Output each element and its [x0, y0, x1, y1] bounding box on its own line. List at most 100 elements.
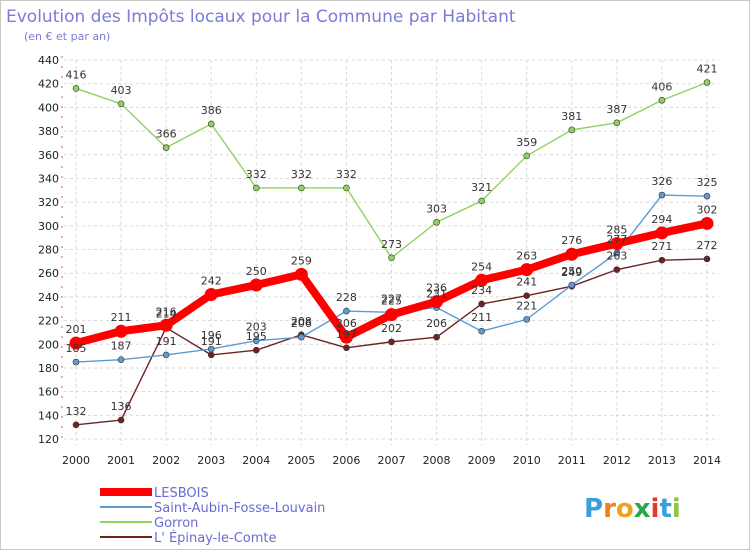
data-point [252, 346, 260, 354]
data-point [117, 416, 125, 424]
brand-logo-text: Proxiti [584, 494, 681, 524]
data-point [703, 79, 711, 86]
data-label: 191 [156, 335, 177, 348]
proxiti-logo: Proxiti [584, 494, 681, 524]
x-tick-label: 2014 [693, 454, 721, 467]
data-label: 211 [111, 311, 132, 324]
data-label: 294 [651, 213, 672, 226]
axes: 120 140 160 180 200 220 240 260 280 300 320 340 360 3… [38, 54, 721, 467]
y-tick-label: 140 [38, 409, 59, 422]
data-point [388, 338, 395, 346]
x-tick-label: 2009 [468, 454, 496, 467]
logo-letter: t [659, 494, 671, 524]
data-point [613, 266, 621, 273]
series-3 [72, 255, 711, 429]
legend-label: Gorron [154, 516, 198, 531]
data-label: 196 [201, 329, 222, 342]
data-label: 221 [516, 299, 537, 312]
data-point [610, 237, 624, 251]
grid [64, 59, 719, 445]
x-tick-label: 2004 [242, 454, 270, 467]
y-tick-label: 380 [38, 125, 59, 138]
data-point [207, 345, 215, 353]
logo-letter: i [672, 494, 681, 524]
data-point [433, 218, 440, 226]
data-label: 250 [561, 265, 582, 278]
data-point [478, 197, 485, 205]
data-point [252, 184, 260, 192]
data-label: 202 [381, 322, 402, 335]
x-tick-label: 2006 [332, 454, 360, 467]
data-point [520, 263, 534, 277]
data-point [430, 295, 444, 309]
data-label: 387 [606, 103, 627, 116]
data-point [568, 126, 576, 134]
data-label: 359 [516, 136, 537, 149]
data-label: 421 [697, 63, 718, 76]
data-point [565, 247, 579, 261]
data-label: 386 [201, 104, 222, 117]
data-label: 136 [111, 400, 132, 413]
data-point [658, 96, 666, 104]
data-label: 191 [201, 335, 222, 348]
data-point [523, 292, 531, 299]
data-label: 303 [426, 202, 447, 215]
y-tick-label: 320 [38, 196, 59, 209]
y-tick-label: 160 [38, 386, 59, 399]
chart-title: Evolution des Impôts locaux pour la Comm… [6, 7, 516, 27]
y-tick-label: 200 [38, 338, 59, 351]
data-point [475, 273, 489, 287]
data-point [72, 85, 80, 92]
data-point [298, 333, 305, 341]
data-label: 203 [246, 321, 267, 334]
data-label: 241 [516, 276, 537, 289]
data-label: 187 [111, 340, 132, 353]
data-point [703, 255, 711, 263]
data-label: 332 [336, 168, 357, 181]
x-tick-label: 2011 [558, 454, 586, 467]
x-tick-label: 2002 [152, 454, 180, 467]
data-point [478, 327, 485, 335]
data-label: 206 [291, 317, 312, 330]
x-tick-label: 2001 [107, 454, 135, 467]
data-label: 263 [606, 250, 627, 263]
data-point [114, 324, 128, 338]
data-label: 242 [201, 275, 222, 288]
data-point [703, 192, 711, 200]
y-tick-label: 220 [38, 315, 59, 328]
series-0 [69, 216, 714, 350]
y-tick-label: 120 [38, 433, 59, 446]
data-label: 326 [651, 175, 672, 188]
data-label: 273 [381, 238, 402, 251]
data-label: 416 [66, 68, 87, 81]
y-tick-label: 280 [38, 244, 59, 257]
legend-label: Saint-Aubin-Fosse-Louvain [154, 501, 325, 516]
x-tick-label: 2005 [287, 454, 315, 467]
data-label: 277 [606, 233, 627, 246]
data-label: 249 [561, 266, 582, 279]
data-label: 206 [336, 317, 357, 330]
logo-letter: P [584, 494, 603, 524]
data-point [655, 226, 669, 240]
y-tick-label: 420 [38, 78, 59, 91]
data-label: 381 [561, 110, 582, 123]
data-label: 302 [697, 203, 718, 216]
y-tick-label: 440 [38, 54, 59, 67]
data-point [207, 120, 215, 128]
data-point [343, 344, 350, 352]
x-tick-label: 2010 [513, 454, 541, 467]
x-tick-label: 2007 [378, 454, 406, 467]
x-tick-label: 2000 [62, 454, 90, 467]
x-tick-label: 2003 [197, 454, 225, 467]
data-label: 259 [291, 254, 312, 267]
data-point [72, 421, 80, 429]
data-point [162, 144, 170, 151]
x-tick-label: 2013 [648, 454, 676, 467]
logo-letter: r [603, 494, 616, 524]
legend: LESBOISSaint-Aubin-Fosse-LouvainGorronL'… [100, 486, 325, 546]
data-label: 132 [66, 405, 87, 418]
data-point [385, 308, 398, 322]
data-point [343, 307, 350, 315]
legend-label: LESBOIS [154, 486, 209, 501]
